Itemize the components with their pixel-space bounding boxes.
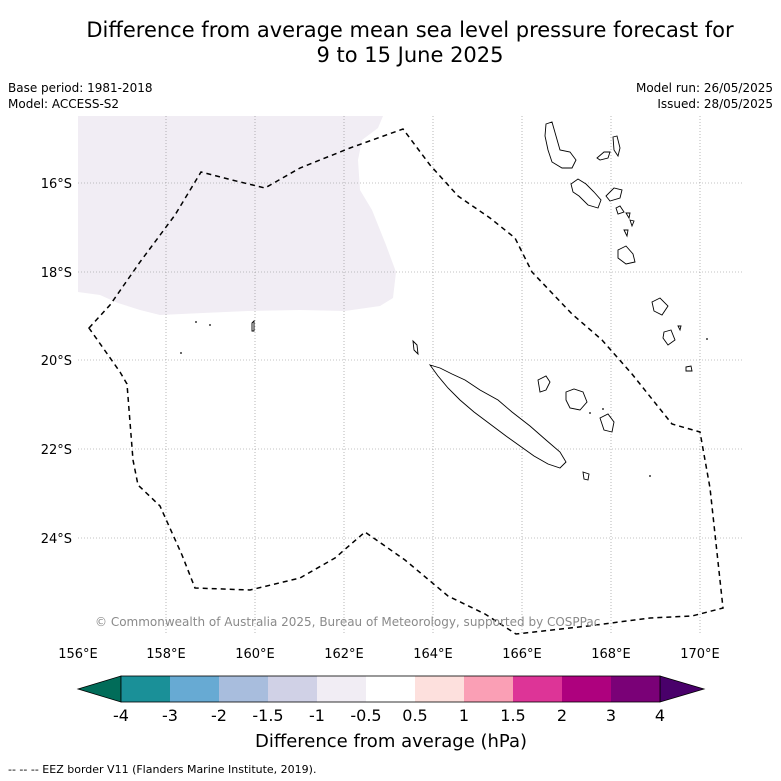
title-line-2: 9 to 15 June 2025 (316, 43, 504, 67)
lat-label: 22°S (41, 443, 72, 458)
colorbar-outline (120, 675, 661, 703)
meta-right: Model run: 26/05/2025 Issued: 28/05/2025 (636, 80, 773, 112)
colorbar-title: Difference from average (hPa) (255, 731, 527, 752)
longitude-labels: 156°E 158°E 160°E 162°E 164°E 166°E 168°… (58, 647, 720, 662)
colorbar-tick: -2 (211, 706, 227, 725)
new-caledonia-islands (251, 319, 615, 481)
colorbar-swatch (121, 676, 170, 702)
colorbar-swatch (366, 676, 415, 702)
colorbar-swatch (513, 676, 562, 702)
lat-label: 16°S (41, 177, 72, 192)
colorbar-swatch (219, 676, 268, 702)
lon-label: 156°E (58, 647, 98, 662)
chart-title: Difference from average mean sea level p… (40, 18, 780, 68)
colorbar-tick: 0.5 (402, 706, 427, 725)
colorbar-tick: 4 (655, 706, 665, 725)
lon-label: 170°E (680, 647, 720, 662)
colorbar-ticks: -4 -3 -2 -1.5 -1 -0.5 0.5 1 1.5 2 3 4 (113, 706, 665, 725)
colorbar-swatch (562, 676, 611, 702)
colorbar-tick: -4 (113, 706, 129, 725)
colorbar-tick: -3 (162, 706, 178, 725)
issued-date: Issued: 28/05/2025 (657, 97, 773, 111)
meta-left: Base period: 1981-2018 Model: ACCESS-S2 (8, 80, 153, 112)
colorbar-swatch (415, 676, 464, 702)
model-run: Model run: 26/05/2025 (635, 81, 773, 95)
lon-label: 166°E (502, 647, 542, 662)
colorbar-under-arrow (76, 675, 122, 703)
lon-label: 162°E (324, 647, 364, 662)
model-name: Model: ACCESS-S2 (8, 97, 120, 111)
small-islets (180, 321, 708, 477)
anomaly-region (78, 116, 396, 315)
title-line-1: Difference from average mean sea level p… (86, 18, 734, 42)
latitude-labels: 16°S 18°S 20°S 22°S 24°S (41, 177, 72, 547)
eez-footnote: -- -- -- EEZ border V11 (Flanders Marine… (8, 763, 317, 776)
colorbar: -4 -3 -2 -1.5 -1 -0.5 0.5 1 1.5 2 3 4 Di… (76, 675, 706, 752)
lon-label: 164°E (413, 647, 453, 662)
colorbar-over-arrow (659, 675, 706, 703)
lon-label: 158°E (146, 647, 186, 662)
copyright-text: © Commonwealth of Australia 2025, Bureau… (95, 615, 600, 629)
lon-label: 168°E (591, 647, 631, 662)
colorbar-tick: -1.5 (252, 706, 283, 725)
colorbar-swatch (317, 676, 366, 702)
colorbar-swatch (170, 676, 219, 702)
graticule (78, 116, 744, 634)
lon-label: 160°E (235, 647, 275, 662)
lat-label: 20°S (41, 354, 72, 369)
colorbar-swatches (121, 676, 660, 702)
lat-label: 18°S (41, 266, 72, 281)
colorbar-tick: 3 (606, 706, 616, 725)
vanuatu-islands (544, 121, 693, 372)
colorbar-swatch (611, 676, 660, 702)
base-period: Base period: 1981-2018 (8, 81, 153, 95)
colorbar-tick: 1 (459, 706, 469, 725)
colorbar-tick: 2 (557, 706, 567, 725)
lat-label: 24°S (41, 532, 72, 547)
colorbar-swatch (464, 676, 513, 702)
colorbar-tick: -1 (309, 706, 325, 725)
colorbar-tick: 1.5 (500, 706, 525, 725)
colorbar-swatch (268, 676, 317, 702)
colorbar-tick: -0.5 (350, 706, 381, 725)
